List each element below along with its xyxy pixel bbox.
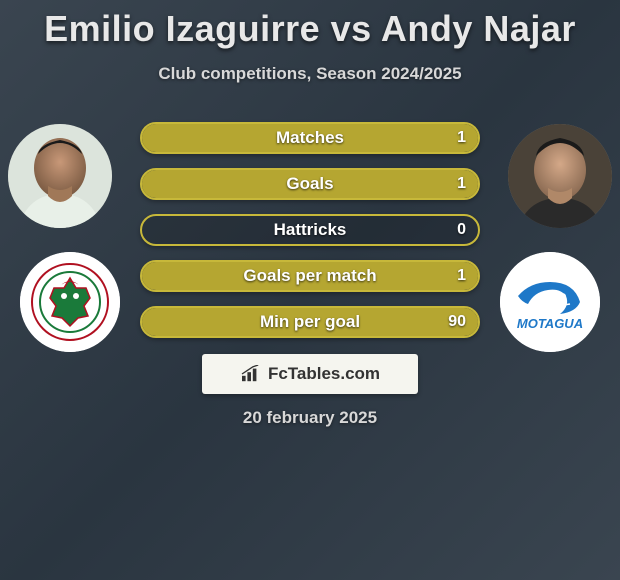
player-photo-icon [508, 124, 612, 228]
bar-chart-icon [240, 365, 262, 383]
stat-label: Matches [142, 128, 478, 148]
player-photo-icon [8, 124, 112, 228]
brand-text: FcTables.com [268, 364, 380, 384]
player-right-avatar [508, 124, 612, 228]
date-text: 20 february 2025 [0, 408, 620, 428]
stat-value-right: 1 [457, 175, 466, 193]
stat-row: Min per goal90 [140, 306, 480, 338]
stat-label: Goals [142, 174, 478, 194]
club-right-badge: MOTAGUA [500, 252, 600, 352]
svg-text:MOTAGUA: MOTAGUA [517, 316, 583, 331]
club-crest-icon: MOTAGUA [500, 252, 600, 352]
brand-box: FcTables.com [202, 354, 418, 394]
stat-value-right: 90 [448, 313, 466, 331]
stat-row: Goals per match1 [140, 260, 480, 292]
stat-value-right: 0 [457, 221, 466, 239]
stats-container: Matches1Goals1Hattricks0Goals per match1… [140, 122, 480, 352]
club-left-badge [20, 252, 120, 352]
stat-row: Hattricks0 [140, 214, 480, 246]
stat-row: Goals1 [140, 168, 480, 200]
club-crest-icon [20, 252, 120, 352]
stat-label: Min per goal [142, 312, 478, 332]
stat-value-right: 1 [457, 267, 466, 285]
stat-row: Matches1 [140, 122, 480, 154]
subtitle: Club competitions, Season 2024/2025 [0, 64, 620, 84]
stat-label: Goals per match [142, 266, 478, 286]
player-left-avatar [8, 124, 112, 228]
stat-value-right: 1 [457, 129, 466, 147]
page-title: Emilio Izaguirre vs Andy Najar [0, 0, 620, 50]
stat-label: Hattricks [142, 220, 478, 240]
